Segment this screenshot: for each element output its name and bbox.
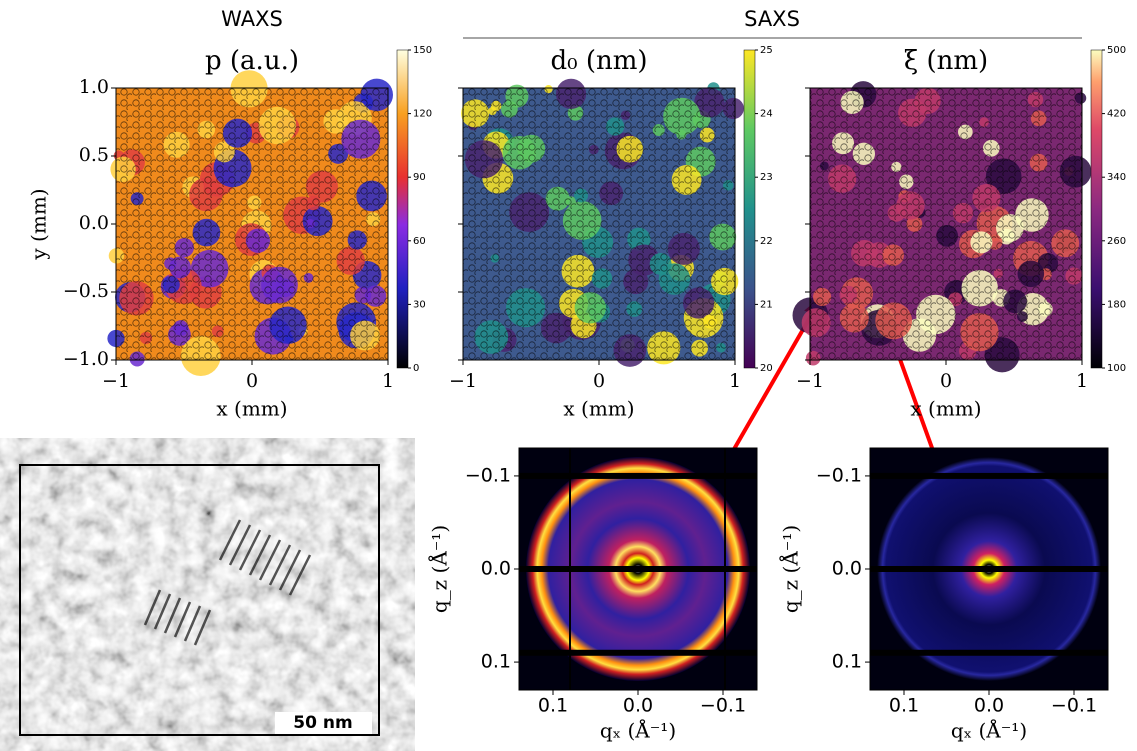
y-tick-label: −0.1: [465, 464, 511, 486]
micrograph: 50 nm: [20, 465, 379, 735]
x-tick-label: 0: [940, 370, 952, 392]
y-tick-label: 0.5: [79, 144, 109, 166]
scale-bar-label: 50 nm: [293, 713, 352, 733]
x-axis-label: qₓ (Å⁻¹): [951, 718, 1027, 743]
colorbar: [1091, 50, 1102, 368]
y-tick-label: −1.0: [63, 348, 109, 370]
colorbar-tick-label: 90: [413, 172, 426, 183]
x-axis-label: x (mm): [910, 397, 981, 421]
map-panel: ξ (nm) x (mm) −1 0 1 100 180 260 340 420 500: [793, 45, 1127, 421]
colorbar-tick-label: 150: [413, 45, 432, 56]
colorbar-tick-label: 500: [1107, 45, 1126, 56]
x-tick-label: 0: [246, 370, 258, 392]
colorbar-tick-label: 24: [760, 109, 773, 120]
colorbar-tick-label: 25: [760, 45, 773, 56]
colorbar-tick-label: 60: [413, 236, 426, 247]
map-title: ξ (nm): [904, 46, 988, 76]
y-tick-label: 0.1: [481, 651, 511, 673]
detector-gap: [519, 473, 757, 479]
tem-image: [20, 465, 379, 735]
x-tick-label: 1: [1076, 370, 1088, 392]
y-axis-label: y (mm): [27, 188, 51, 260]
x-tick-label: 0.1: [889, 695, 919, 717]
map-title: d₀ (nm): [550, 46, 647, 76]
colorbar-tick-label: 340: [1107, 172, 1126, 183]
y-tick-label: −0.1: [816, 464, 862, 486]
x-axis-label: qₓ (Å⁻¹): [600, 718, 676, 743]
colorbar-tick-label: 100: [1107, 363, 1126, 374]
points: [810, 88, 1082, 360]
colorbar-tick-label: 180: [1107, 299, 1126, 310]
colorbar: [397, 50, 408, 368]
colorbar-tick-label: 0: [413, 363, 419, 374]
colorbar-tick-label: 22: [760, 236, 773, 247]
detector-gap: [870, 650, 1108, 656]
detector-gap: [724, 448, 726, 690]
figure: WAXS SAXS 50 nm p (a.u.) x (mm) y (mm) −1 0 1…: [0, 0, 1137, 751]
x-tick-label: −0.1: [700, 695, 746, 717]
colorbar-tick-label: 420: [1107, 109, 1126, 120]
points: [463, 88, 735, 360]
x-axis-label: x (mm): [216, 397, 287, 421]
colorbar-tick-label: 120: [413, 109, 432, 120]
x-tick-label: 1: [729, 370, 741, 392]
colorbar-tick-label: 23: [760, 172, 773, 183]
map-title: p (a.u.): [205, 46, 299, 76]
x-tick-label: 0.0: [623, 695, 653, 717]
colorbar-tick-label: 260: [1107, 236, 1126, 247]
x-tick-label: 0.1: [538, 695, 568, 717]
x-tick-label: 1: [382, 370, 394, 392]
x-tick-label: −1: [102, 370, 130, 392]
y-axis-label: q_z (Å⁻¹): [427, 525, 452, 613]
map-panel: p (a.u.) x (mm) y (mm) −1 0 1 1.0 0.5 0.0 −0.5 −1.…: [27, 45, 433, 421]
colorbar-tick-label: 20: [760, 363, 773, 374]
saxs-header: SAXS: [744, 7, 800, 31]
detector-gap: [569, 448, 571, 690]
detector-gap: [870, 566, 1108, 572]
detector-gap: [519, 650, 757, 656]
points: [116, 88, 388, 360]
x-tick-label: −1: [449, 370, 477, 392]
y-tick-label: 0.0: [79, 212, 109, 234]
waxs-header: WAXS: [221, 7, 283, 31]
x-tick-label: 0: [593, 370, 605, 392]
pattern-panel: qₓ (Å⁻¹) q_z (Å⁻¹) 0.1 0.0 −0.1 −0.1 0.0 0.1: [427, 448, 758, 743]
x-tick-label: −1: [796, 370, 824, 392]
y-axis-label: q_z (Å⁻¹): [778, 525, 803, 613]
detector-gap: [519, 566, 757, 572]
y-tick-label: −0.5: [63, 280, 109, 302]
y-tick-label: 0.0: [832, 558, 862, 580]
y-tick-label: 0.1: [832, 651, 862, 673]
detector-gap: [870, 473, 1108, 479]
y-tick-label: 1.0: [79, 76, 109, 98]
y-tick-label: 0.0: [481, 558, 511, 580]
colorbar: [744, 50, 755, 368]
colorbar-tick-label: 21: [760, 299, 773, 310]
pattern-panel: qₓ (Å⁻¹) q_z (Å⁻¹) 0.1 0.0 −0.1 −0.1 0.0 0.1: [778, 448, 1109, 743]
x-tick-label: 0.0: [974, 695, 1004, 717]
map-panel: d₀ (nm) x (mm) −1 0 1 20 21 22 23 24 25: [449, 45, 773, 421]
x-tick-label: −0.1: [1051, 695, 1097, 717]
x-axis-label: x (mm): [563, 397, 634, 421]
colorbar-tick-label: 30: [413, 299, 426, 310]
